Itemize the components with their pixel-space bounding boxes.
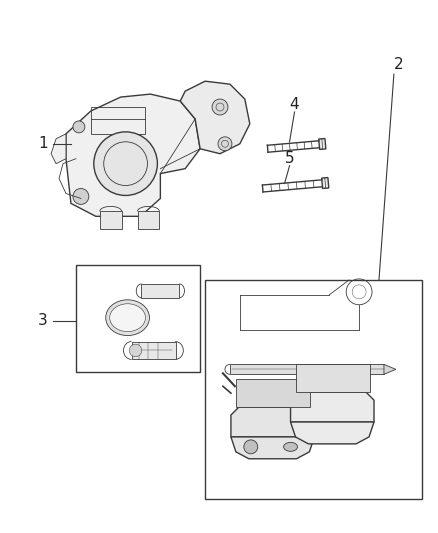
Bar xyxy=(141,284,179,298)
Polygon shape xyxy=(231,407,314,437)
Bar xyxy=(138,212,159,229)
Circle shape xyxy=(73,189,89,204)
Bar xyxy=(296,365,370,392)
Polygon shape xyxy=(321,177,329,189)
Circle shape xyxy=(94,132,157,196)
Bar xyxy=(131,342,176,359)
Polygon shape xyxy=(319,139,326,149)
Text: 4: 4 xyxy=(290,96,299,111)
Polygon shape xyxy=(51,134,66,164)
Bar xyxy=(100,212,122,229)
Ellipse shape xyxy=(283,442,297,451)
Text: 1: 1 xyxy=(38,136,48,151)
Polygon shape xyxy=(290,422,374,444)
Polygon shape xyxy=(180,81,250,154)
Ellipse shape xyxy=(106,300,149,336)
Circle shape xyxy=(212,99,228,115)
Polygon shape xyxy=(66,94,200,216)
Circle shape xyxy=(129,344,142,357)
Polygon shape xyxy=(231,437,314,459)
Text: 2: 2 xyxy=(394,57,404,72)
Circle shape xyxy=(218,137,232,151)
Text: 5: 5 xyxy=(285,151,294,166)
Polygon shape xyxy=(290,392,374,422)
Bar xyxy=(205,280,422,498)
Polygon shape xyxy=(384,365,396,374)
Bar xyxy=(76,265,200,373)
Text: 3: 3 xyxy=(38,313,48,328)
Circle shape xyxy=(244,440,258,454)
Circle shape xyxy=(73,121,85,133)
Bar xyxy=(230,365,384,374)
Ellipse shape xyxy=(110,304,145,332)
Bar xyxy=(236,379,311,407)
